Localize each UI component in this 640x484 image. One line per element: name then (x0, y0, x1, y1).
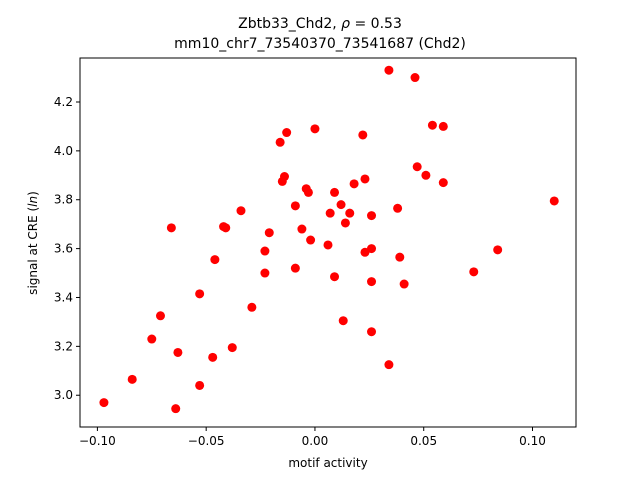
chart-title-line-2: mm10_chr7_73540370_73541687 (Chd2) (174, 36, 466, 52)
data-point (155, 311, 165, 321)
data-point (306, 235, 316, 245)
chart-title-line-1: Zbtb33_Chd2, ρ = 0.53 (238, 16, 402, 32)
data-point (421, 170, 431, 180)
plot-area: −0.10 −0.05 0.00 0.05 0.10 3.0 3.2 3.4 3.6 3.8 4.0… (54, 57, 577, 448)
title-rho-symbol: ρ (341, 16, 350, 32)
data-point (336, 200, 346, 210)
data-point (393, 203, 403, 213)
data-point (282, 128, 292, 138)
data-point (171, 404, 181, 414)
data-point (549, 196, 559, 206)
data-point (367, 327, 377, 337)
data-point (127, 374, 137, 384)
data-point (236, 206, 246, 216)
data-point (275, 137, 285, 147)
data-point (367, 211, 377, 221)
y-tick-label: 4.2 (54, 95, 73, 109)
data-point (399, 279, 409, 289)
data-point (297, 224, 307, 234)
x-tick-label: 0.10 (519, 434, 546, 448)
title-prefix: Zbtb33_Chd2, (238, 16, 341, 32)
data-point (208, 352, 218, 362)
data-point (330, 187, 340, 197)
data-point (303, 187, 313, 197)
data-point (323, 240, 333, 250)
data-point (338, 316, 348, 326)
data-point (384, 360, 394, 370)
data-point (310, 124, 320, 134)
data-point (438, 121, 448, 131)
data-point (412, 162, 422, 172)
data-point (195, 380, 205, 390)
x-axis-label: motif activity (288, 456, 367, 470)
data-point (438, 178, 448, 188)
y-tick-label: 3.0 (54, 388, 73, 402)
y-axis-label-italic: ln (26, 196, 40, 207)
data-point (367, 244, 377, 254)
data-point (358, 130, 368, 140)
data-point (210, 255, 220, 265)
data-point (166, 223, 176, 233)
data-point (147, 334, 157, 344)
data-point (367, 277, 377, 287)
y-tick-label: 3.2 (54, 339, 73, 353)
data-point (264, 228, 274, 238)
data-point (195, 289, 205, 299)
y-axis-label: signal at CRE (ln) (26, 191, 40, 295)
data-point (260, 246, 270, 256)
data-point (173, 347, 183, 357)
data-point (279, 172, 289, 182)
x-tick-label: −0.05 (188, 434, 225, 448)
y-axis-label-suffix: ) (26, 191, 40, 196)
plot-frame (79, 57, 577, 428)
data-point (247, 302, 257, 312)
data-point (349, 179, 359, 189)
data-point (227, 343, 237, 353)
data-point (427, 120, 437, 130)
y-tick-label: 3.4 (54, 290, 73, 304)
data-point (325, 208, 335, 218)
data-point (493, 245, 503, 255)
x-tick-label: 0.00 (302, 434, 329, 448)
data-point (99, 398, 109, 408)
data-point (384, 65, 394, 75)
data-point (290, 263, 300, 273)
data-point (330, 272, 340, 282)
data-point (410, 73, 420, 83)
data-point (290, 201, 300, 211)
x-tick-label: −0.10 (79, 434, 116, 448)
y-axis-label-prefix: signal at CRE ( (26, 207, 40, 295)
data-point (221, 223, 231, 233)
data-point (340, 218, 350, 228)
data-point (345, 208, 355, 218)
data-point (360, 174, 370, 184)
y-tick-label: 4.0 (54, 144, 73, 158)
y-tick-label: 3.6 (54, 242, 73, 256)
data-point (395, 252, 405, 262)
title-rho-value: = 0.53 (350, 16, 402, 32)
y-tick-label: 3.8 (54, 193, 73, 207)
x-tick-label: 0.05 (410, 434, 437, 448)
data-point (260, 268, 270, 278)
data-point (360, 247, 370, 257)
data-point (469, 267, 479, 277)
